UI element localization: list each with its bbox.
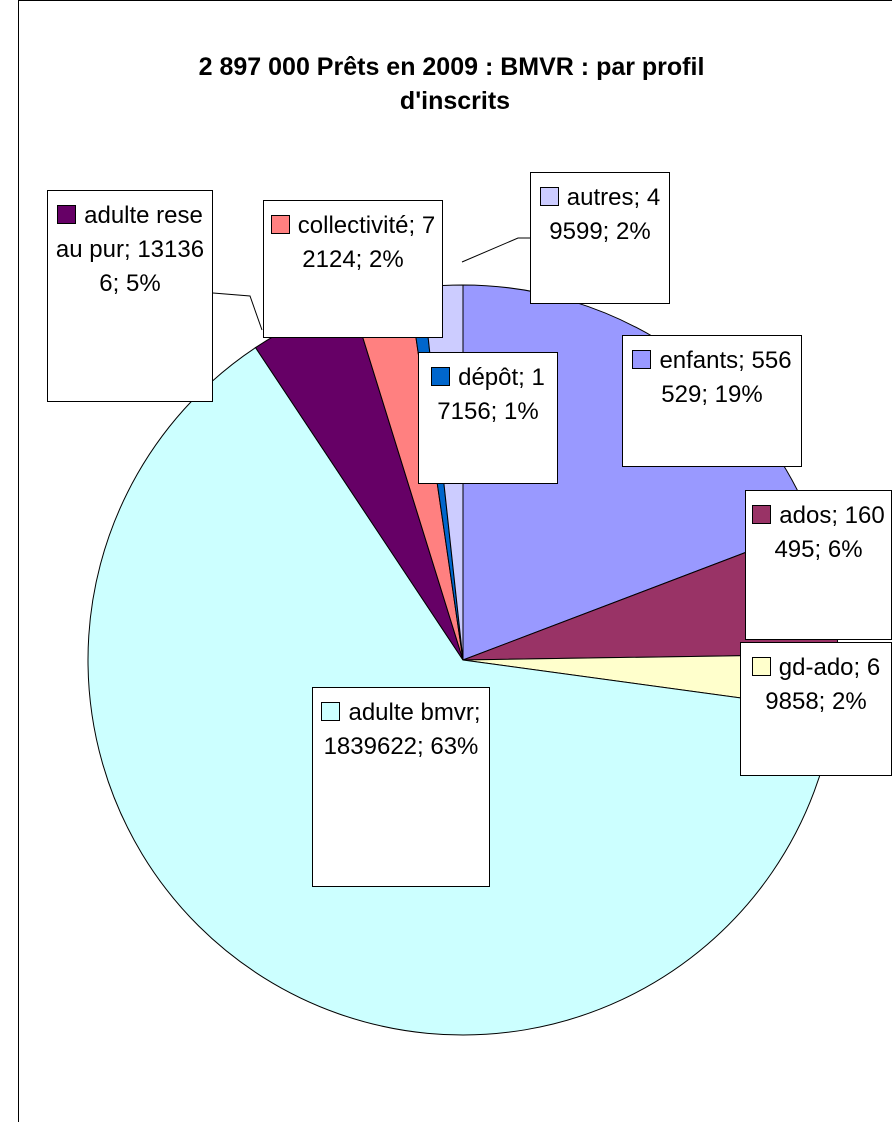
data-label: collectivité; 72124; 2%: [263, 200, 443, 338]
separator: ;: [408, 212, 416, 239]
separator: ;: [818, 688, 826, 715]
legend-swatch: [632, 350, 652, 369]
separator: ;: [518, 364, 525, 391]
data-label: ados; 160495; 6%: [745, 490, 892, 640]
separator: ;: [738, 347, 745, 374]
separator: ;: [473, 699, 481, 726]
value-label: 1839622: [323, 733, 418, 760]
category-label: gd-ado: [778, 654, 854, 681]
value-label: 160495: [774, 502, 885, 563]
percent-label: 2%: [616, 218, 651, 245]
category-label: autres: [566, 184, 634, 211]
separator: ;: [814, 536, 822, 563]
percent-label: 6%: [827, 536, 863, 563]
percent-label: 5%: [126, 270, 161, 297]
percent-label: 63%: [430, 733, 479, 760]
data-label: dépôt; 17156; 1%: [418, 352, 558, 484]
title-line: 2 897 000 Prêts en 2009 : BMVR : par pro…: [199, 53, 705, 81]
data-label: enfants; 556529; 19%: [622, 335, 802, 467]
category-label: ados: [779, 502, 832, 529]
value-label: 49599: [549, 184, 661, 245]
separator: ;: [417, 733, 424, 760]
data-label: autres; 49599; 2%: [530, 172, 670, 304]
separator: ;: [602, 218, 610, 245]
category-label: adulte bmvr: [348, 699, 474, 726]
leader-line: [212, 292, 263, 331]
legend-swatch: [752, 505, 772, 524]
legend-swatch: [321, 702, 341, 721]
category-label: enfants: [659, 347, 739, 374]
percent-label: 1%: [504, 398, 539, 425]
value-label: 17156: [437, 364, 545, 425]
value-label: 72124: [302, 212, 436, 273]
separator: ;: [490, 398, 498, 425]
separator: ;: [633, 184, 641, 211]
legend-swatch: [270, 215, 290, 234]
separator: ;: [831, 502, 838, 529]
separator: ;: [112, 270, 120, 297]
legend-swatch: [57, 205, 77, 224]
chart-title: 2 897 000 Prêts en 2009 : BMVR : par pro…: [199, 53, 712, 115]
percent-label: 2%: [369, 246, 404, 273]
separator: ;: [853, 654, 861, 681]
category-label: dépôt: [458, 364, 519, 391]
title-line: d'inscrits: [400, 87, 510, 115]
separator: ;: [123, 236, 131, 263]
value-label: 131366: [99, 236, 205, 297]
category-label: adulte reseau pur: [55, 202, 203, 263]
leader-line: [461, 237, 530, 263]
separator: ;: [355, 246, 363, 273]
data-label: adulte bmvr; 1839622; 63%: [312, 687, 490, 887]
value-label: 556529: [661, 347, 792, 408]
percent-label: 19%: [714, 381, 763, 408]
category-label: collectivité: [297, 212, 409, 239]
data-label: gd-ado; 69858; 2%: [740, 642, 892, 776]
percent-label: 2%: [832, 688, 867, 715]
separator: ;: [701, 381, 708, 408]
legend-swatch: [751, 657, 771, 676]
legend-swatch: [431, 367, 451, 386]
value-label: 69858: [765, 654, 881, 715]
legend-swatch: [539, 187, 559, 206]
data-label: adulte reseau pur; 131366; 5%: [47, 190, 213, 402]
